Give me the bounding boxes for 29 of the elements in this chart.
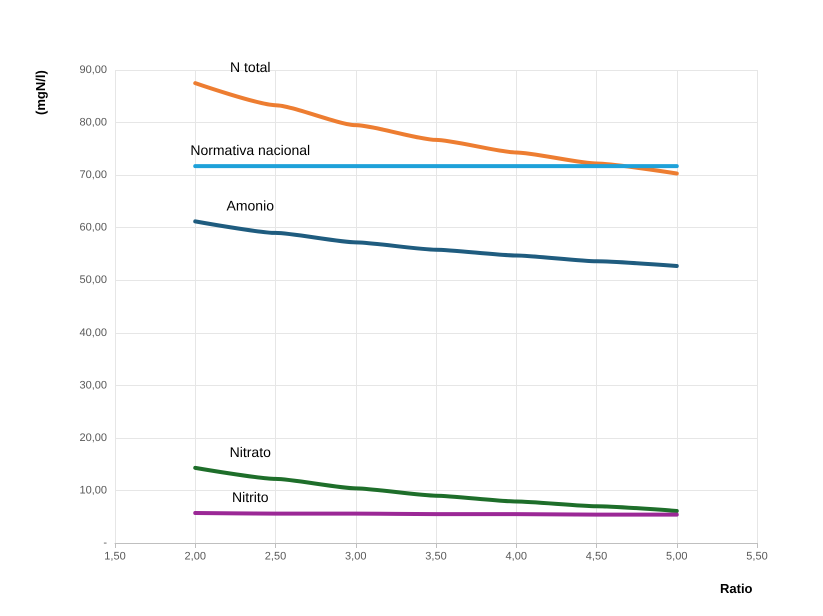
- x-tick-label: 2,50: [264, 550, 286, 562]
- y-tick-label: 80,00: [79, 116, 107, 129]
- x-tick-label: 5,00: [666, 550, 688, 562]
- x-tick-label: 2,00: [184, 550, 206, 562]
- series-label: Amonio: [226, 197, 274, 214]
- x-tick-label: 1,50: [104, 550, 126, 562]
- line-series: [193, 81, 679, 176]
- line-series: [193, 219, 679, 268]
- y-tick-label: 40,00: [79, 326, 107, 339]
- line-series: [193, 466, 679, 513]
- y-tick-label: 90,00: [79, 64, 107, 76]
- x-tick-label: 4,50: [586, 550, 608, 562]
- series-label: Nitrito: [232, 489, 269, 506]
- y-tick-label: 20,00: [79, 432, 107, 444]
- y-tick-label: 70,00: [79, 169, 107, 182]
- series-label: Normativa nacional: [190, 142, 310, 158]
- x-tick-label: 5,50: [746, 550, 768, 562]
- y-tick-label: 50,00: [79, 274, 107, 286]
- x-tick-label: 3,50: [425, 550, 447, 562]
- x-axis-title: Ratio: [720, 581, 753, 596]
- x-tick-label: 3,00: [345, 550, 366, 562]
- series-label: N total: [230, 59, 270, 76]
- series-label: Nitrato: [230, 444, 272, 460]
- y-tick-label: 60,00: [79, 222, 107, 234]
- y-axis-title: (mgN/l): [33, 70, 48, 115]
- y-tick-label: 30,00: [79, 379, 107, 392]
- y-tick-label: -: [103, 537, 108, 549]
- x-tick-label: 4,00: [506, 550, 527, 562]
- y-tick-label: 10,00: [79, 484, 107, 496]
